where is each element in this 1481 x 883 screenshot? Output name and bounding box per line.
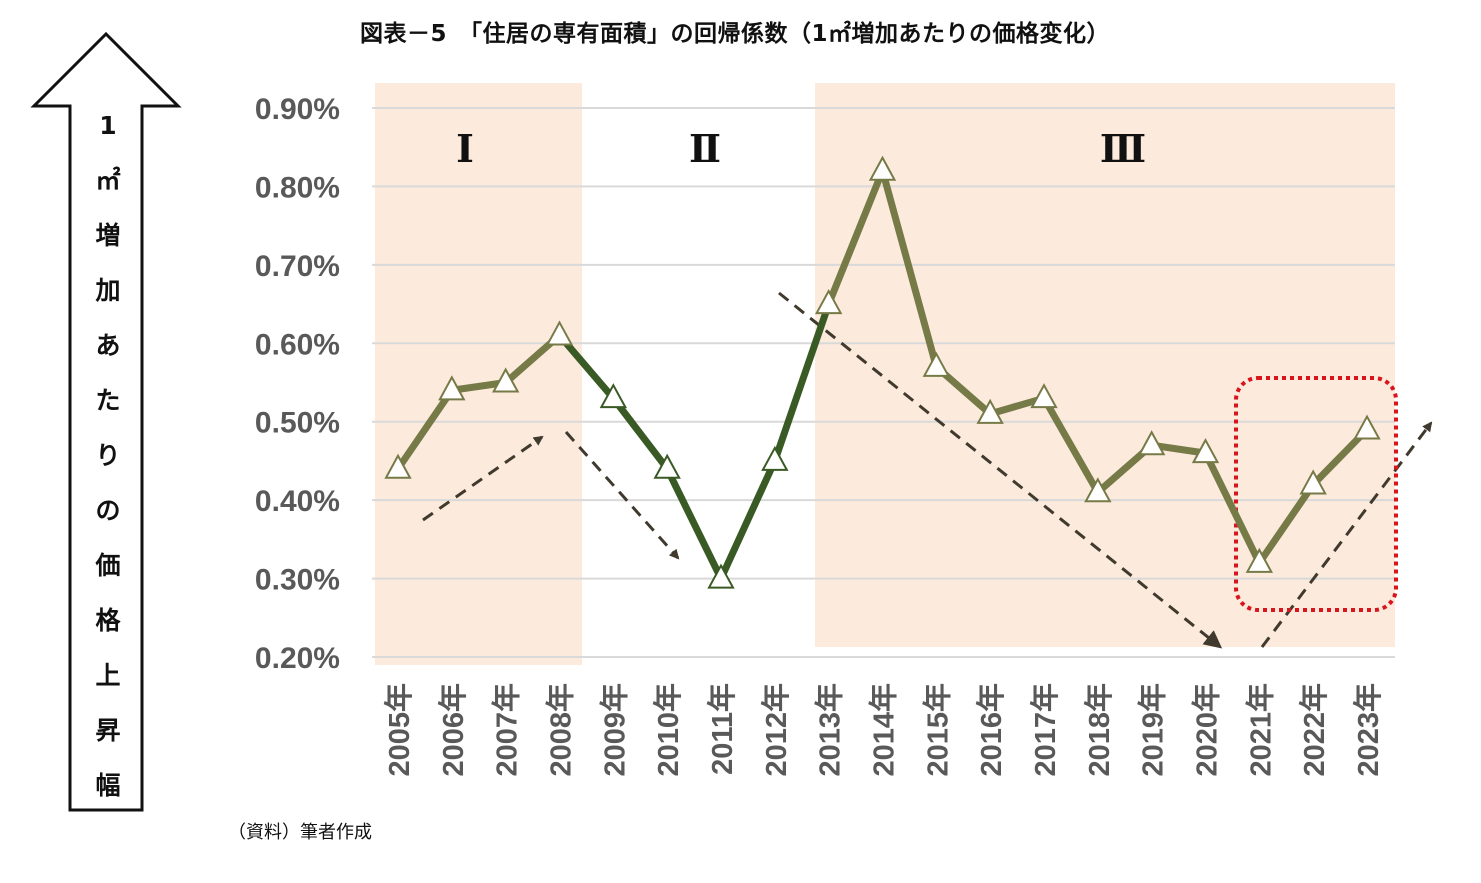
highlight-box xyxy=(1234,376,1398,612)
y-axis-label-char: 価 xyxy=(95,551,121,580)
triangle-marker-icon xyxy=(761,445,789,471)
highlight-box-rect xyxy=(1234,376,1398,612)
x-tick-label: 2021年 xyxy=(1243,683,1277,777)
y-axis-label-char: 昇 xyxy=(95,716,121,745)
x-tick-label: 2016年 xyxy=(974,683,1008,777)
y-axis-ticks: 0.90% 0.80% 0.70% 0.60% 0.50% 0.40% 0.30% 0.20% xyxy=(255,93,340,675)
period-shade-1 xyxy=(375,83,582,665)
triangle-marker-icon xyxy=(1245,547,1274,573)
x-tick-label: 2015年 xyxy=(920,683,954,777)
period-labels: Ⅰ Ⅱ Ⅲ xyxy=(456,126,1146,171)
x-tick-label: 2018年 xyxy=(1082,683,1116,777)
x-tick-label: 2007年 xyxy=(490,683,524,777)
y-tick-label: 0.60% xyxy=(255,328,340,361)
triangle-marker-icon xyxy=(384,453,412,479)
y-axis-label-char: ㎡ xyxy=(95,166,121,195)
x-tick-label: 2008年 xyxy=(544,683,578,777)
x-tick-label: 2020年 xyxy=(1190,683,1224,777)
triangle-marker-icon xyxy=(814,288,843,315)
x-axis-ticks: 2005年 2006年 2007年 2008年 2009年 2010年 2011年 2012年… xyxy=(382,683,1385,777)
period-label: Ⅱ xyxy=(689,126,721,171)
x-tick-label: 2005年 xyxy=(382,683,416,777)
x-tick-label: 2022年 xyxy=(1297,683,1331,777)
x-tick-label: 2014年 xyxy=(867,683,901,777)
x-tick-label: 2013年 xyxy=(813,683,847,777)
y-axis-label-char: 幅 xyxy=(95,771,121,800)
y-tick-label: 0.70% xyxy=(255,250,340,283)
x-tick-label: 2012年 xyxy=(759,683,793,777)
y-axis-label-char: あ xyxy=(95,331,121,360)
x-tick-label: 2010年 xyxy=(651,683,685,777)
triangle-marker-icon xyxy=(599,383,628,409)
x-tick-label: 2019年 xyxy=(1136,683,1170,777)
y-axis-label-char: 上 xyxy=(95,661,121,690)
trend-arrow xyxy=(422,435,544,522)
period-shading xyxy=(375,83,1395,665)
triangle-marker-icon xyxy=(491,367,520,393)
triangle-marker-icon xyxy=(922,351,951,377)
triangle-marker-icon xyxy=(1353,414,1381,440)
y-axis-up-arrow-icon xyxy=(30,31,182,812)
y-axis-label-char: た xyxy=(95,386,121,415)
period-label: Ⅲ xyxy=(1100,126,1146,171)
y-tick-label: 0.50% xyxy=(255,407,340,440)
data-series xyxy=(384,155,1381,589)
triangle-marker-icon xyxy=(1137,430,1166,456)
triangle-marker-icon xyxy=(545,320,574,346)
source-note: （資料）筆者作成 xyxy=(228,822,372,843)
y-axis-label-char: 加 xyxy=(95,276,121,305)
triangle-marker-icon xyxy=(1299,469,1327,495)
x-tick-label: 2006年 xyxy=(436,683,470,777)
y-tick-label: 0.20% xyxy=(255,642,340,675)
triangle-marker-icon xyxy=(868,155,897,181)
series-line-period-2 xyxy=(556,302,833,587)
x-tick-label: 2011年 xyxy=(705,683,739,775)
y-tick-label: 0.90% xyxy=(255,93,340,126)
y-tick-label: 0.80% xyxy=(255,171,340,204)
y-axis-label-char: 格 xyxy=(95,606,121,635)
triangle-marker-icon xyxy=(653,453,681,479)
trend-arrow xyxy=(564,431,680,560)
triangle-marker-icon xyxy=(1084,477,1112,503)
period-label: Ⅰ xyxy=(456,126,474,171)
y-axis-label-char: 1 xyxy=(99,111,117,140)
triangle-marker-icon xyxy=(438,375,466,401)
triangle-marker-icon xyxy=(976,398,1004,424)
y-tick-label: 0.30% xyxy=(255,564,340,597)
y-axis-label-char: り xyxy=(95,441,121,470)
period-shade-3 xyxy=(815,83,1395,647)
triangle-marker-icon xyxy=(1191,437,1220,464)
triangle-marker-icon xyxy=(707,563,735,589)
trend-arrow xyxy=(778,291,1223,649)
y-axis-label-char: の xyxy=(95,496,121,525)
triangle-marker-icon xyxy=(1030,383,1058,409)
x-tick-label: 2017年 xyxy=(1028,683,1062,777)
y-axis-label-char: 増 xyxy=(95,221,121,250)
y-tick-label: 0.40% xyxy=(255,485,340,518)
series-line-period-1 xyxy=(395,332,562,471)
x-tick-label: 2023年 xyxy=(1351,683,1385,777)
chart-title: 図表－5 「住居の専有面積」の回帰係数（1㎡増加あたりの価格変化） xyxy=(360,21,1111,47)
x-tick-label: 2009年 xyxy=(597,683,631,777)
